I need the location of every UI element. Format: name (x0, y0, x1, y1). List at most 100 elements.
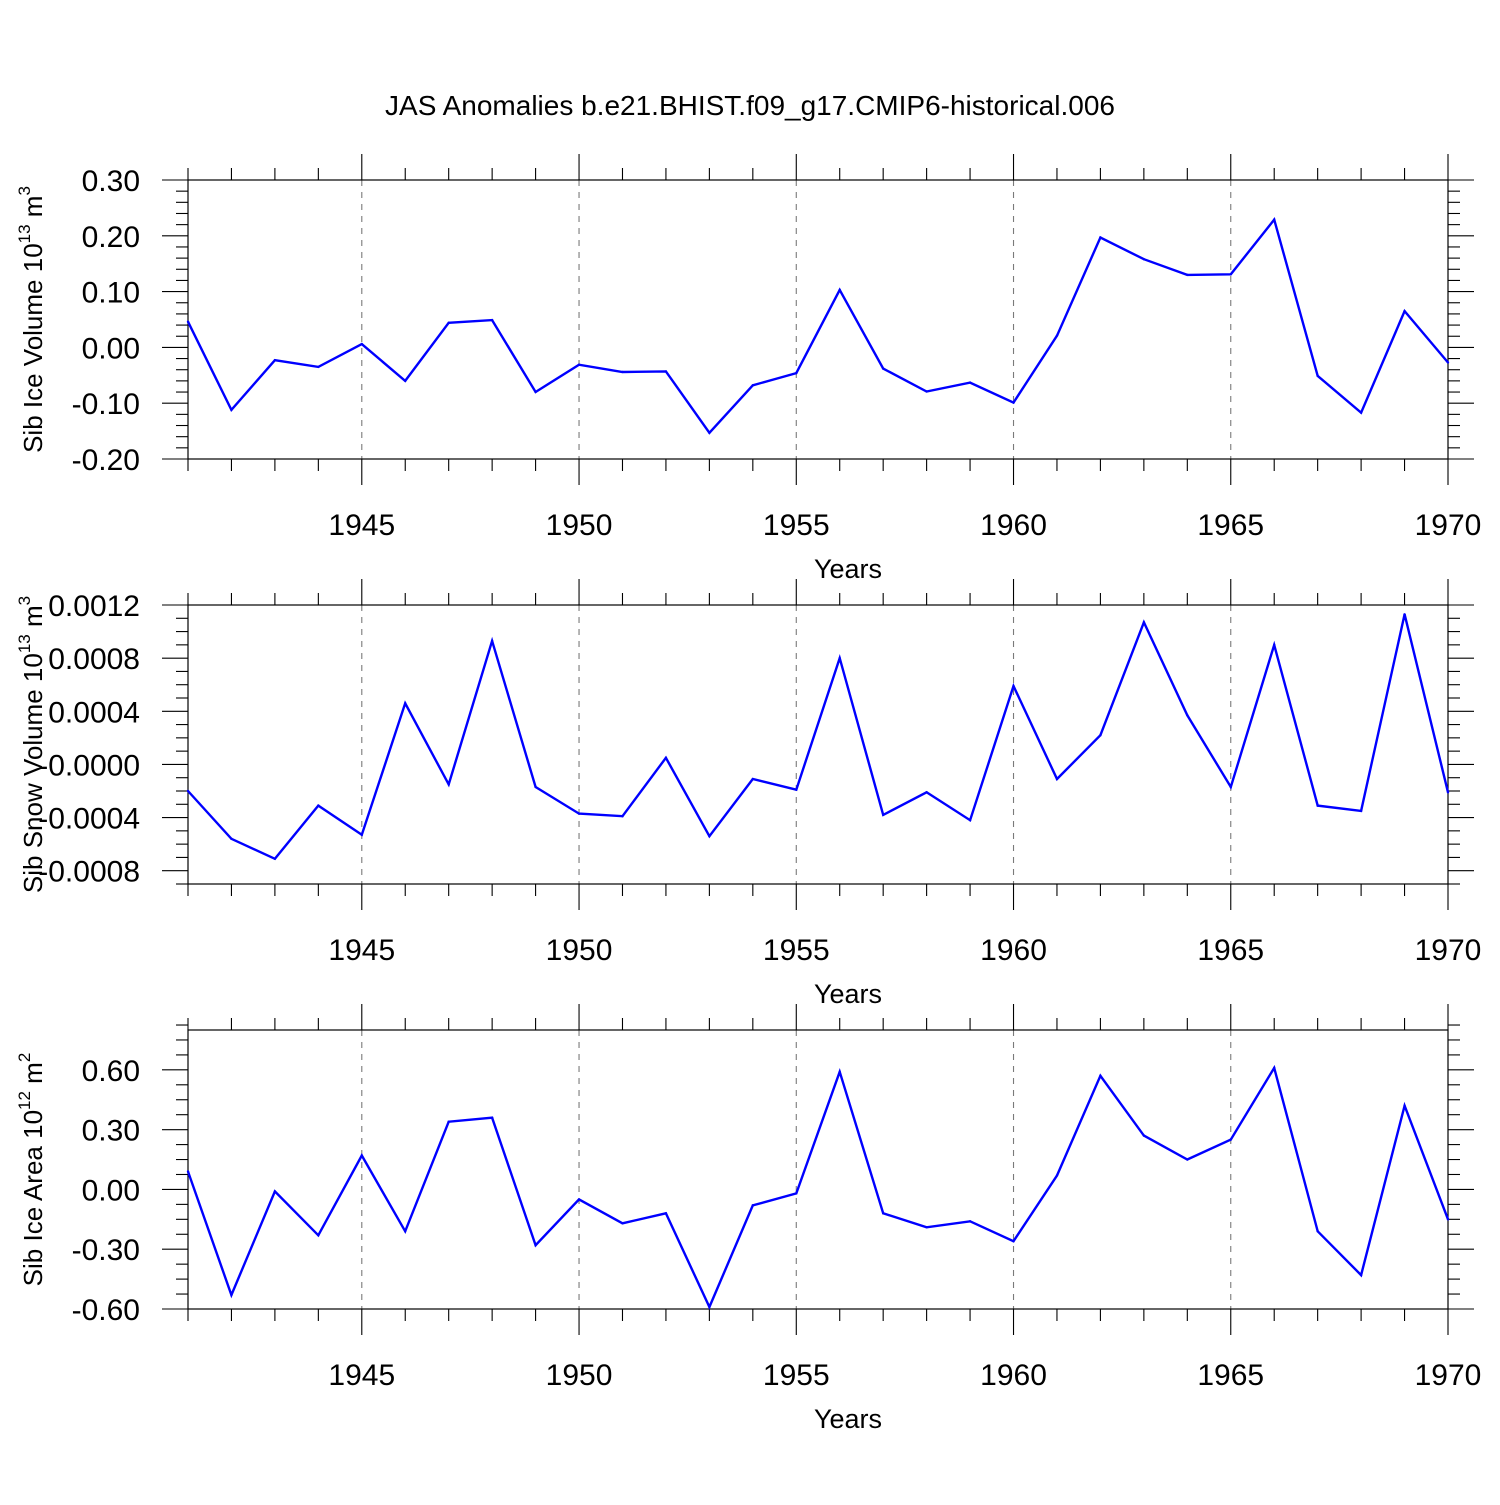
data-point (708, 431, 711, 434)
y-tick-label: 0.00 (82, 1174, 140, 1207)
data-point (795, 371, 798, 375)
y-axis-label-part: m (18, 1062, 48, 1091)
x-tick-label: 1950 (546, 934, 613, 967)
data-point (838, 1070, 841, 1074)
data-point (577, 363, 581, 366)
data-point (490, 639, 494, 643)
y-axis-label-part: 3 (15, 596, 34, 605)
data-point (1055, 777, 1059, 781)
data-point (1403, 613, 1406, 616)
data-point (186, 320, 190, 323)
x-tick-label: 1960 (980, 1359, 1047, 1392)
data-point (490, 1116, 494, 1119)
x-tick-label: 1970 (1415, 1359, 1482, 1392)
data-point (404, 1230, 407, 1233)
y-tick-label: -0.20 (72, 444, 140, 477)
data-point (881, 813, 885, 817)
y-axis-label-part: 3 (15, 186, 34, 195)
x-axis-label: Years (814, 554, 882, 584)
data-point (1012, 401, 1015, 404)
data-point (1099, 236, 1102, 239)
x-tick-label: 1945 (328, 934, 395, 967)
x-tick-label: 1970 (1415, 934, 1482, 967)
data-point (838, 288, 841, 292)
data-point (664, 370, 668, 373)
chart-title: JAS Anomalies b.e21.BHIST.f09_g17.CMIP6-… (385, 90, 1115, 121)
data-point (1012, 684, 1015, 688)
data-point (273, 857, 277, 860)
data-point (534, 1244, 537, 1247)
data-point (273, 359, 277, 362)
plot-frame (187, 179, 1449, 460)
data-point (230, 408, 233, 412)
data-point (1359, 411, 1363, 414)
x-tick-label: 1955 (763, 509, 830, 542)
data-point (968, 381, 972, 384)
y-axis-label-part: m (18, 605, 48, 634)
data-point (490, 318, 494, 322)
data-point (360, 833, 363, 837)
data-point (1446, 791, 1450, 794)
x-axis-label: Years (814, 1404, 882, 1434)
y-axis-label-part: 12 (15, 1091, 34, 1110)
y-axis-label: Sib Ice Area 1012 m2 (15, 1053, 48, 1287)
data-point (751, 1204, 755, 1207)
x-tick-label: 1955 (763, 1359, 830, 1392)
data-point (621, 370, 624, 374)
data-point (621, 815, 624, 818)
data-point (1316, 804, 1319, 807)
x-axis-label: Years (814, 979, 882, 1009)
data-point (838, 656, 841, 660)
data-point (1316, 374, 1319, 378)
data-point (1186, 273, 1189, 277)
data-point (968, 819, 972, 822)
y-tick-label: 0.30 (82, 1115, 140, 1148)
data-point (925, 1226, 928, 1229)
y-axis-label-part: 13 (15, 634, 34, 653)
y-tick-label: 0.10 (82, 277, 140, 310)
data-point (273, 1190, 277, 1193)
data-point (577, 1198, 581, 1201)
data-point (317, 804, 320, 807)
data-point (1186, 714, 1189, 717)
data-point (621, 1222, 624, 1225)
y-tick-label: 0.0012 (48, 590, 140, 623)
data-point (447, 321, 450, 325)
data-point (1316, 1230, 1319, 1233)
data-point (1099, 734, 1102, 737)
y-tick-label: -0.30 (72, 1234, 140, 1267)
y-axis-label-part: Sib Ice Volume 10 (18, 243, 48, 453)
data-point (447, 783, 450, 786)
y-tick-label: -0.0004 (38, 803, 140, 836)
x-tick-label: 1950 (546, 1359, 613, 1392)
y-tick-label: 0.20 (82, 221, 140, 254)
data-point (664, 1212, 668, 1215)
panel-3: -0.60 -0.30 0.00 0.30 0.60 1945 1950 1955 1960 19… (15, 1004, 1481, 1434)
data-point (1012, 1240, 1015, 1243)
x-tick-label: 1965 (1197, 1359, 1264, 1392)
x-tick-label: 1945 (328, 509, 395, 542)
y-tick-label: 0.30 (82, 165, 140, 198)
y-tick-label: 0.60 (82, 1055, 140, 1088)
data-point (925, 791, 928, 794)
data-point (1055, 1174, 1059, 1177)
y-axis-label-part: 2 (15, 1053, 34, 1062)
x-tick-label: 1955 (763, 934, 830, 967)
x-tick-label: 1950 (546, 509, 613, 542)
data-point (708, 834, 711, 838)
data-point (1186, 1158, 1189, 1161)
x-tick-label: 1965 (1197, 934, 1264, 967)
data-point (881, 367, 885, 370)
x-tick-label: 1945 (328, 1359, 395, 1392)
data-point (708, 1305, 711, 1309)
data-point (1229, 785, 1232, 789)
y-axis-label: Sib Snow Volume 1013 m3 (15, 596, 48, 893)
data-point (1403, 1104, 1406, 1107)
y-axis-label-part: Sib Snow Volume 10 (18, 653, 48, 893)
data-point (447, 1120, 450, 1123)
data-point (230, 837, 233, 841)
data-point (186, 1170, 190, 1173)
y-tick-label: 0.0008 (48, 643, 140, 676)
y-axis-label: Sib Ice Volume 1013 m3 (15, 186, 48, 453)
